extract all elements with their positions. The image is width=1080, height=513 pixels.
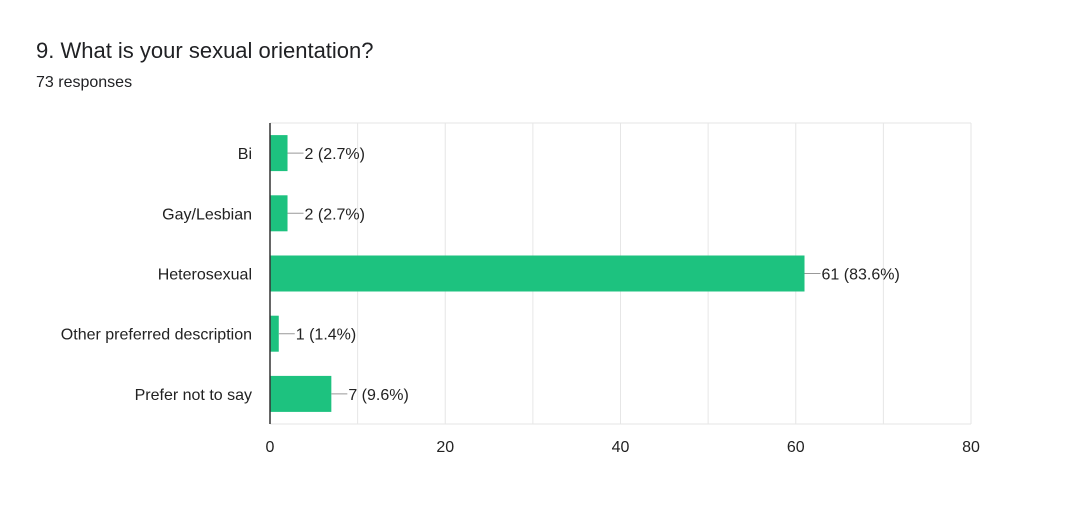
category-label: Bi <box>238 146 252 163</box>
response-count: 73 responses <box>36 74 133 91</box>
data-label: 2 (2.7%) <box>305 206 365 223</box>
x-tick-label: 20 <box>436 439 454 456</box>
bars <box>270 135 805 412</box>
category-label: Heterosexual <box>158 267 252 284</box>
category-label: Other preferred description <box>61 327 252 344</box>
x-tick-label: 40 <box>612 439 630 456</box>
labels: Bi 2 (2.7%) Gay/Lesbian 2 (2.7%) Heterosexua… <box>61 146 900 404</box>
x-tick-label: 60 <box>787 439 805 456</box>
bar <box>270 255 805 292</box>
bar <box>270 135 288 172</box>
x-tick-label: 80 <box>962 439 980 456</box>
bar <box>270 315 279 352</box>
x-tick-label: 0 <box>266 439 275 456</box>
data-label: 7 (9.6%) <box>348 387 408 404</box>
bar <box>270 375 332 412</box>
data-label: 61 (83.6%) <box>822 267 900 284</box>
category-label: Gay/Lesbian <box>162 206 252 223</box>
axes: 0 20 40 60 80 <box>266 123 980 456</box>
bar <box>270 195 288 232</box>
category-label: Prefer not to say <box>135 387 252 404</box>
question-title: 9. What is your sexual orientation? <box>36 38 374 63</box>
data-label: 1 (1.4%) <box>296 327 356 344</box>
data-label: 2 (2.7%) <box>305 146 365 163</box>
